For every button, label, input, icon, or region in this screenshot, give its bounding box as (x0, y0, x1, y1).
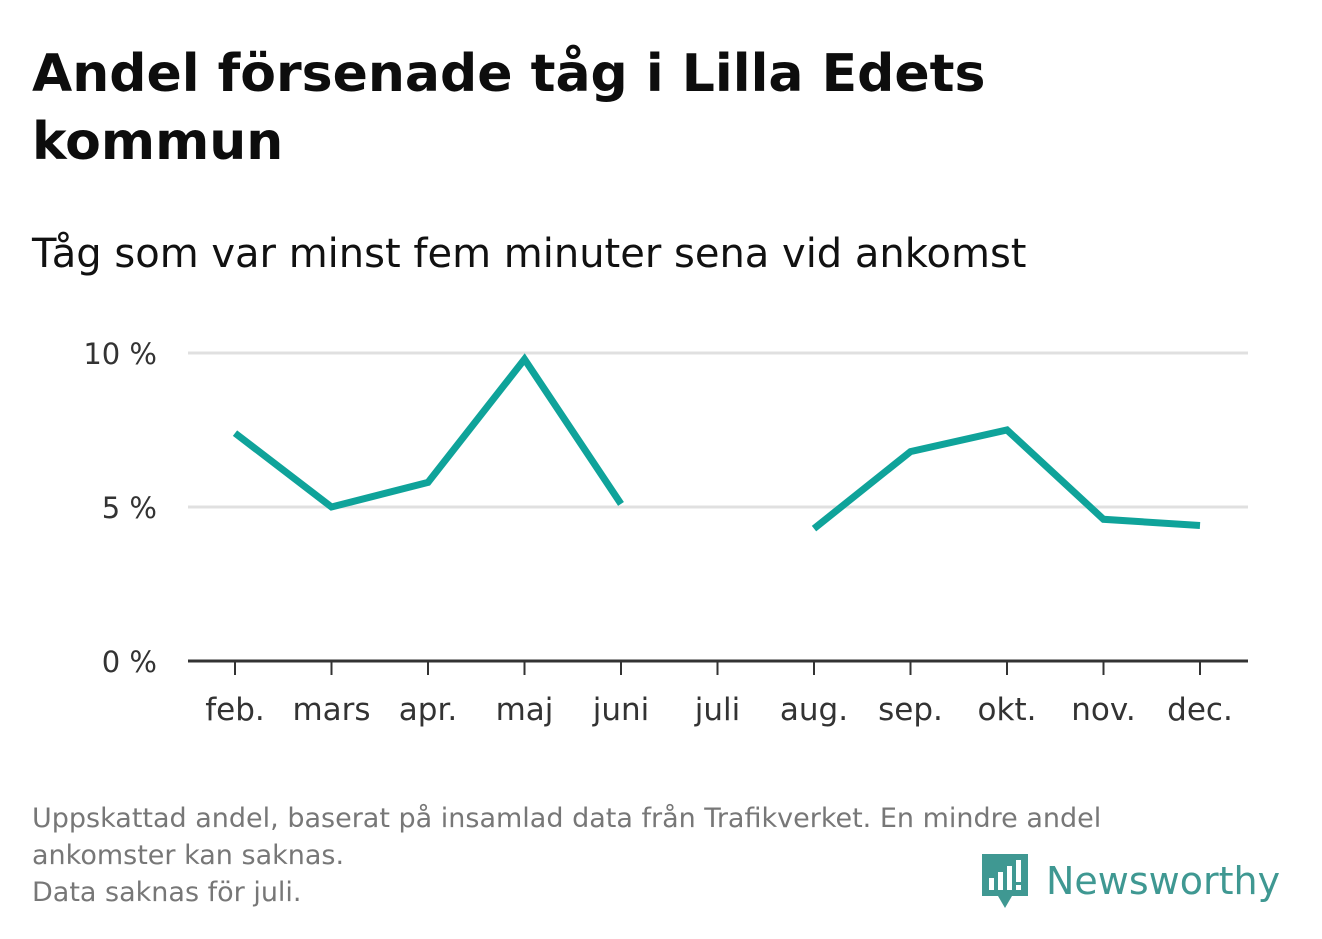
y-tick-label: 5 % (102, 491, 157, 525)
x-tick-label: okt. (978, 692, 1037, 728)
footnote: Uppskattad andel, baserat på insamlad da… (32, 800, 1282, 911)
chart-subtitle: Tåg som var minst fem minuter sena vid a… (32, 231, 1027, 277)
x-tick-label: juli (694, 692, 741, 728)
footnote-line-2: ankomster kan saknas. (32, 840, 345, 871)
footnote-line-1: Uppskattad andel, baserat på insamlad da… (32, 803, 1102, 834)
footnote-line-3: Data saknas för juli. (32, 877, 302, 908)
x-tick-label: maj (496, 692, 554, 728)
y-tick-label: 10 % (83, 337, 157, 371)
brand-name: Newsworthy (1046, 859, 1281, 903)
line-chart: 0 % 5 % 10 % feb. mars apr. maj juni juli aug. sep… (83, 337, 1248, 728)
y-tick-label: 0 % (102, 645, 157, 679)
x-tick-label: apr. (399, 692, 457, 728)
x-tick-label: mars (292, 692, 370, 728)
x-tick-label: feb. (205, 692, 265, 728)
chart-title: Andel försenade tåg i Lilla Edets kommun (32, 44, 986, 172)
series-line (232, 353, 1201, 532)
x-tick-label: nov. (1071, 692, 1135, 728)
x-tick-label: juni (592, 692, 650, 728)
brand-logo: Newsworthy (980, 852, 1280, 910)
x-tick-label: sep. (878, 692, 943, 728)
newsworthy-logo-icon (982, 854, 1028, 908)
x-tick-label: aug. (780, 692, 848, 728)
x-tick-label: dec. (1167, 692, 1233, 728)
